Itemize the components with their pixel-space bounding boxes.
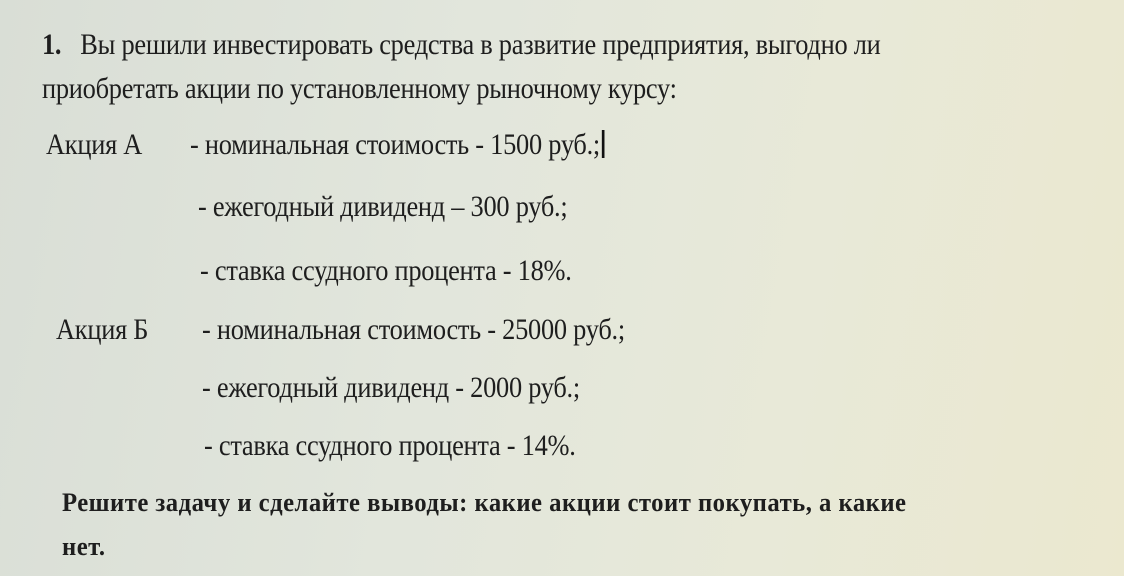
task-intro-line-1: 1. Вы решили инвестировать средства в ра… [42, 28, 881, 62]
stock-a-rate: - ставка ссудного процента - 18%. [200, 254, 572, 287]
conclusion-line-1: Решите задачу и сделайте выводы: какие а… [62, 488, 907, 517]
task-number: 1. [42, 28, 62, 61]
stock-b-dividend: - ежегодный дивиденд - 2000 руб.; [202, 371, 580, 404]
conclusion-line-2: нет. [62, 532, 106, 561]
task-intro-text: Вы решили инвестировать средства в разви… [80, 28, 881, 61]
stock-b-rate: - ставка ссудного процента - 14%. [204, 429, 576, 462]
stock-b-label: Акция Б [56, 313, 149, 346]
stock-a-dividend: - ежегодный дивиденд – 300 руб.; [198, 190, 568, 223]
stock-a-nominal: - номинальная стоимость - 1500 руб.; [190, 128, 605, 162]
stock-a-nominal-text: - номинальная стоимость - 1500 руб.; [190, 128, 600, 161]
text-cursor [601, 130, 605, 158]
stock-a-label: Акция А [46, 128, 143, 161]
stock-b-nominal: - номинальная стоимость - 25000 руб.; [202, 313, 625, 346]
task-intro-line-2: приобретать акции по установленному рыно… [42, 72, 677, 105]
